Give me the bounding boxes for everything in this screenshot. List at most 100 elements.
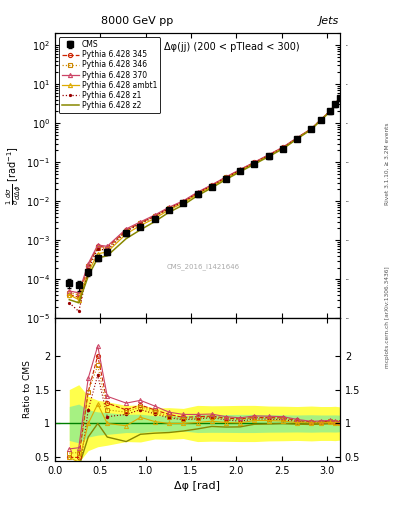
Pythia 6.428 ambt1 [328,108,333,114]
Pythia 6.428 346 [76,292,81,298]
Pythia 6.428 z2 [319,117,323,123]
Pythia 6.428 345 [76,294,81,300]
Pythia 6.428 z2 [281,146,285,152]
Pythia 6.428 ambt1 [167,207,171,213]
Pythia 6.428 z1 [309,126,314,132]
Pythia 6.428 346 [238,167,242,173]
Pythia 6.428 z2 [181,202,185,208]
Pythia 6.428 370 [195,189,200,195]
Pythia 6.428 z1 [181,199,185,205]
Pythia 6.428 345 [333,101,338,107]
Pythia 6.428 346 [266,152,271,158]
Pythia 6.428 370 [328,108,333,114]
Text: mcplots.cern.ch [arXiv:1306.3436]: mcplots.cern.ch [arXiv:1306.3436] [385,267,389,368]
Pythia 6.428 z2 [86,273,90,279]
Pythia 6.428 z1 [266,152,271,158]
Pythia 6.428 z1 [224,175,228,181]
Pythia 6.428 345 [238,166,242,173]
Pythia 6.428 z1 [124,228,129,234]
Text: Δφ(jj) (200 < pTlead < 300): Δφ(jj) (200 < pTlead < 300) [164,42,299,52]
Line: Pythia 6.428 346: Pythia 6.428 346 [67,95,342,297]
Pythia 6.428 346 [67,290,72,296]
Pythia 6.428 z1 [152,214,157,220]
Pythia 6.428 345 [295,135,299,141]
Pythia 6.428 345 [181,199,185,205]
Pythia 6.428 z2 [224,177,228,183]
Pythia 6.428 370 [181,198,185,204]
Pythia 6.428 370 [295,135,299,141]
Pythia 6.428 345 [105,244,110,250]
Pythia 6.428 z1 [76,308,81,314]
Text: 8000 GeV pp: 8000 GeV pp [101,16,174,27]
Line: Pythia 6.428 ambt1: Pythia 6.428 ambt1 [67,95,342,302]
Pythia 6.428 345 [224,174,228,180]
Pythia 6.428 346 [319,117,323,123]
Pythia 6.428 z2 [105,253,110,259]
Pythia 6.428 z1 [328,108,333,114]
Pythia 6.428 345 [124,227,129,233]
Pythia 6.428 z1 [295,135,299,141]
Pythia 6.428 345 [86,263,90,269]
Pythia 6.428 z2 [138,227,143,233]
Line: Pythia 6.428 z2: Pythia 6.428 z2 [69,98,340,303]
Pythia 6.428 346 [295,135,299,141]
Pythia 6.428 346 [124,228,129,234]
Pythia 6.428 z1 [195,190,200,196]
Pythia 6.428 346 [95,244,100,250]
X-axis label: Δφ [rad]: Δφ [rad] [174,481,220,491]
Pythia 6.428 ambt1 [124,231,129,237]
Pythia 6.428 ambt1 [105,249,110,255]
Pythia 6.428 z1 [209,183,214,189]
Pythia 6.428 ambt1 [181,200,185,206]
Pythia 6.428 346 [167,205,171,211]
Pythia 6.428 z2 [338,95,342,101]
Pythia 6.428 ambt1 [76,296,81,303]
Y-axis label: $\frac{1}{\sigma}\frac{d\sigma}{d\Delta\phi}$ [rad$^{-1}$]: $\frac{1}{\sigma}\frac{d\sigma}{d\Delta\… [4,146,23,205]
Line: Pythia 6.428 z1: Pythia 6.428 z1 [67,95,342,313]
Pythia 6.428 370 [319,116,323,122]
Pythia 6.428 ambt1 [86,269,90,275]
Pythia 6.428 ambt1 [238,167,242,174]
Pythia 6.428 z2 [333,101,338,108]
Pythia 6.428 z1 [333,101,338,108]
Pythia 6.428 346 [309,126,314,132]
Pythia 6.428 ambt1 [95,251,100,257]
Legend: CMS, Pythia 6.428 345, Pythia 6.428 346, Pythia 6.428 370, Pythia 6.428 ambt1, P: CMS, Pythia 6.428 345, Pythia 6.428 346,… [59,37,160,113]
Pythia 6.428 370 [86,261,90,267]
Pythia 6.428 345 [252,159,257,165]
Pythia 6.428 z2 [252,161,257,167]
Pythia 6.428 345 [67,292,72,298]
Pythia 6.428 370 [76,290,81,296]
Text: Jets: Jets [318,16,339,27]
Pythia 6.428 ambt1 [67,292,72,298]
Pythia 6.428 z2 [152,219,157,225]
Pythia 6.428 345 [319,117,323,123]
Pythia 6.428 ambt1 [195,191,200,197]
Line: Pythia 6.428 370: Pythia 6.428 370 [67,95,342,295]
Pythia 6.428 346 [338,94,342,100]
Pythia 6.428 345 [338,94,342,100]
Pythia 6.428 z2 [295,136,299,142]
Pythia 6.428 ambt1 [224,175,228,181]
Pythia 6.428 370 [167,204,171,210]
Pythia 6.428 z1 [105,247,110,253]
Pythia 6.428 z1 [167,205,171,211]
Pythia 6.428 z1 [138,221,143,227]
Pythia 6.428 346 [105,246,110,252]
Pythia 6.428 z1 [86,266,90,272]
Pythia 6.428 346 [333,101,338,107]
Pythia 6.428 370 [105,243,110,249]
Pythia 6.428 z2 [328,108,333,114]
Pythia 6.428 ambt1 [281,145,285,151]
Pythia 6.428 346 [138,220,143,226]
Pythia 6.428 370 [224,174,228,180]
Line: Pythia 6.428 345: Pythia 6.428 345 [67,95,342,299]
Pythia 6.428 ambt1 [309,126,314,132]
Pythia 6.428 z2 [167,209,171,216]
Pythia 6.428 z1 [238,167,242,174]
Pythia 6.428 z1 [95,246,100,252]
Pythia 6.428 z2 [76,300,81,306]
Pythia 6.428 345 [138,220,143,226]
Pythia 6.428 346 [195,190,200,196]
Pythia 6.428 z1 [338,94,342,100]
